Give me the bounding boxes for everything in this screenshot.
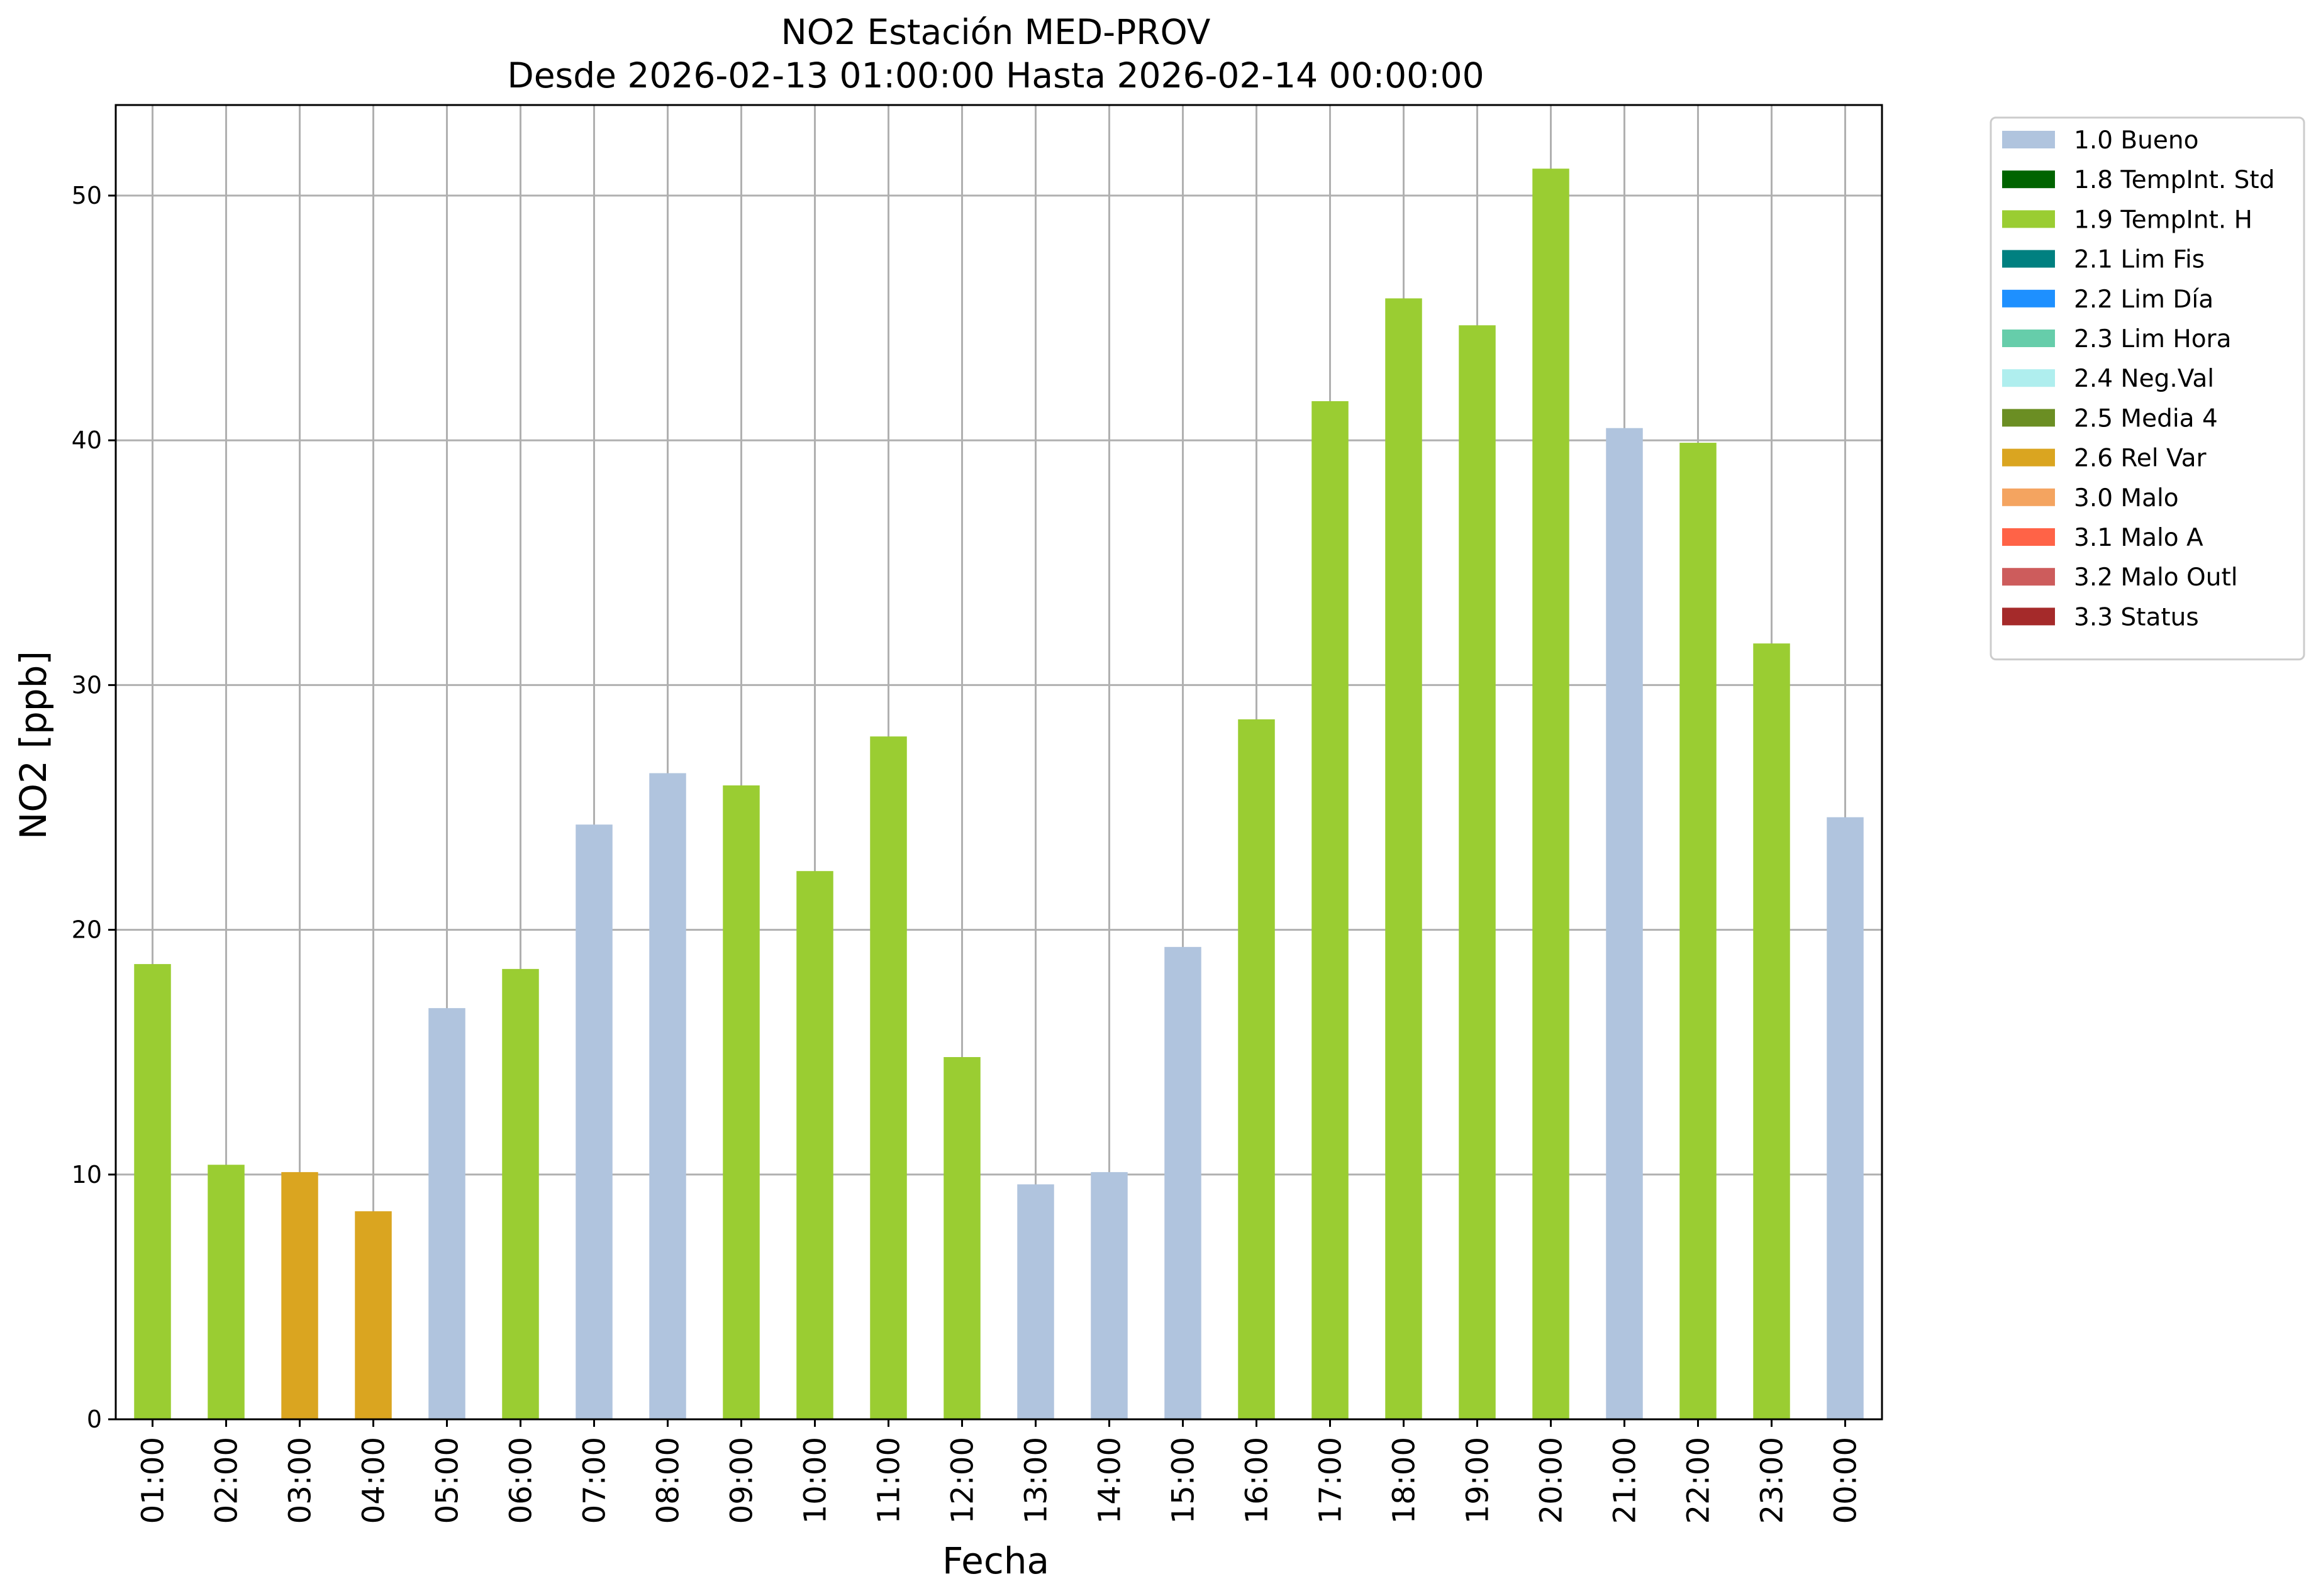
- bar: [1459, 325, 1496, 1420]
- bars-layer: [134, 169, 1864, 1420]
- legend-label: 3.1 Malo A: [2074, 524, 2203, 552]
- x-tick-label: 02:00: [209, 1437, 245, 1524]
- legend-label: 3.3 Status: [2074, 603, 2199, 631]
- legend-label: 2.3 Lim Hora: [2074, 325, 2232, 353]
- bar: [1017, 1184, 1054, 1419]
- x-tick-label: 03:00: [283, 1437, 318, 1524]
- legend-swatch: [2002, 330, 2055, 347]
- x-tick-label: 12:00: [945, 1437, 981, 1524]
- y-axis-label: NO2 [ppb]: [12, 651, 55, 840]
- legend: 1.0 Bueno 1.8 TempInt. Std 1.9 TempInt. H 2…: [1990, 116, 2305, 661]
- legend-swatch: [2002, 568, 2055, 586]
- legend-label: 1.8 TempInt. Std: [2074, 166, 2274, 194]
- legend-swatch: [2002, 607, 2055, 626]
- legend-swatch: [2002, 131, 2055, 148]
- x-tick-label: 13:00: [1019, 1437, 1054, 1524]
- x-tick-label: 21:00: [1608, 1437, 1643, 1524]
- x-tick-label: 06:00: [504, 1437, 539, 1524]
- legend-swatch: [2002, 528, 2055, 546]
- x-tick-label: 18:00: [1387, 1437, 1422, 1524]
- legend-swatch: [2002, 369, 2055, 387]
- legend-swatch: [2002, 170, 2055, 189]
- bar: [1753, 643, 1790, 1420]
- bar: [134, 964, 171, 1419]
- y-tick-label: 20: [72, 916, 102, 944]
- bar: [1385, 298, 1422, 1419]
- legend-swatch: [2002, 250, 2055, 268]
- x-tick-label: 19:00: [1461, 1437, 1496, 1524]
- bar: [502, 968, 539, 1419]
- x-tick-label: 09:00: [725, 1437, 760, 1524]
- bar: [1091, 1172, 1128, 1419]
- legend-swatch: [2002, 210, 2055, 228]
- bar: [1827, 817, 1864, 1419]
- x-tick-label: 05:00: [430, 1437, 465, 1524]
- legend-frame: [1990, 116, 2305, 661]
- legend-label: 2.5 Media 4: [2074, 404, 2218, 433]
- x-tick-label: 07:00: [577, 1437, 613, 1524]
- legend-label: 1.0 Bueno: [2074, 126, 2198, 155]
- x-tick-label: 22:00: [1681, 1437, 1717, 1524]
- bar: [796, 871, 833, 1419]
- bar: [723, 785, 760, 1419]
- x-tick-label: 17:00: [1313, 1437, 1349, 1524]
- legend-label: 3.2 Malo Outl: [2074, 563, 2238, 592]
- legend-label: 2.4 Neg.Val: [2074, 365, 2214, 393]
- x-tick-label: 23:00: [1755, 1437, 1790, 1524]
- legend-label: 2.1 Lim Fis: [2074, 246, 2205, 274]
- y-axis: 0 10 20 30 40 50: [72, 182, 116, 1433]
- bar: [355, 1211, 392, 1419]
- x-tick-label: 10:00: [798, 1437, 833, 1524]
- bar: [870, 736, 907, 1419]
- x-tick-label: 14:00: [1093, 1437, 1128, 1524]
- bar: [1606, 428, 1643, 1419]
- legend-swatch: [2002, 289, 2055, 308]
- y-tick-label: 0: [87, 1405, 102, 1433]
- x-tick-label: 08:00: [651, 1437, 686, 1524]
- bar: [1311, 401, 1349, 1419]
- bar: [281, 1172, 318, 1419]
- legend-swatch: [2002, 409, 2055, 427]
- bar: [1679, 443, 1717, 1419]
- bar: [428, 1008, 465, 1419]
- bar: [576, 824, 613, 1419]
- x-tick-label: 00:00: [1829, 1437, 1864, 1524]
- legend-label: 3.0 Malo: [2074, 484, 2179, 513]
- bar: [944, 1056, 981, 1419]
- bar: [1532, 169, 1569, 1420]
- chart-subtitle: Desde 2026-02-13 01:00:00 Hasta 2026-02-…: [507, 55, 1484, 96]
- x-tick-label: 20:00: [1534, 1437, 1569, 1524]
- chart-title: NO2 Estación MED-PROV: [781, 12, 1211, 52]
- x-axis-label: Fecha: [942, 1539, 1049, 1582]
- legend-label: 2.2 Lim Día: [2074, 285, 2213, 314]
- bar: [208, 1165, 245, 1419]
- bar: [1238, 719, 1275, 1419]
- y-tick-label: 30: [72, 671, 102, 699]
- x-tick-label: 01:00: [136, 1437, 171, 1524]
- y-tick-label: 40: [72, 426, 102, 454]
- y-tick-label: 10: [72, 1161, 102, 1189]
- legend-label: 2.6 Rel Var: [2074, 445, 2207, 473]
- x-tick-label: 04:00: [357, 1437, 392, 1524]
- legend-swatch: [2002, 448, 2055, 467]
- bar: [1164, 946, 1201, 1419]
- x-axis: 01:00 02:00 03:00 04:00 05:00 06:00 07:00 08:00…: [136, 1419, 1864, 1524]
- x-tick-label: 11:00: [872, 1437, 907, 1524]
- x-tick-label: 15:00: [1166, 1437, 1201, 1524]
- legend-swatch: [2002, 488, 2055, 506]
- bar: [649, 773, 686, 1419]
- x-tick-label: 16:00: [1240, 1437, 1275, 1524]
- legend-label: 1.9 TempInt. H: [2074, 206, 2252, 234]
- plot-frame: [114, 104, 1883, 1421]
- y-tick-label: 50: [72, 182, 102, 209]
